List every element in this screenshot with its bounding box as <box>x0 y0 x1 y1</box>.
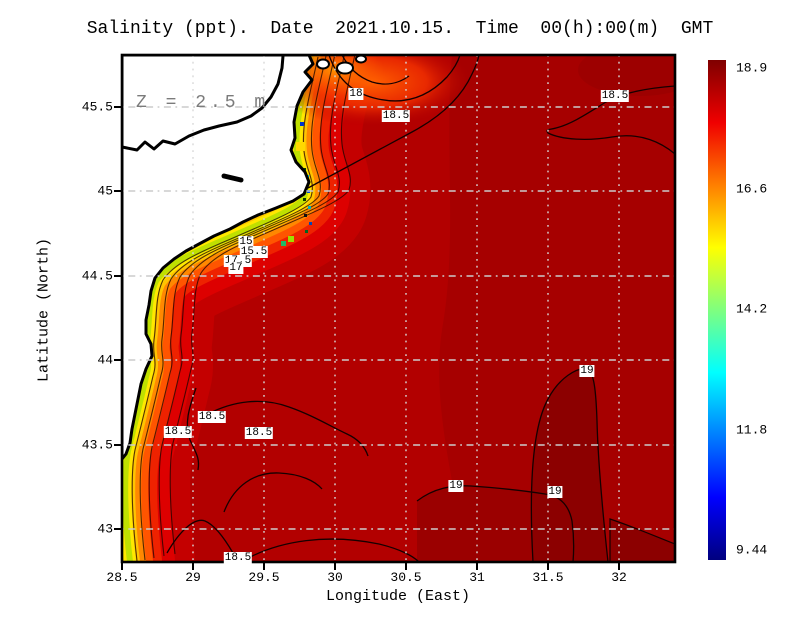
rivers <box>122 55 285 183</box>
x-axis-label: Longitude (East) <box>325 588 471 605</box>
contour-label: 17 <box>228 262 244 274</box>
plot-title: Salinity (ppt). Date 2021.10.15. Time 00… <box>86 19 714 39</box>
x-tick-label: 30.5 <box>390 570 422 585</box>
y-tick-label: 45 <box>97 183 113 199</box>
colorbar <box>708 60 726 560</box>
contour-label: 15 <box>238 236 254 248</box>
delta-islands <box>316 55 367 75</box>
plot-border <box>120 53 677 564</box>
contour-label: 18.5 <box>197 411 227 423</box>
y-axis-label: Latitude (North) <box>35 237 53 383</box>
colorbar-tick-label: 16.6 <box>736 181 768 196</box>
colorbar-tick-label: 18.9 <box>736 60 768 76</box>
contour-label: 18 <box>348 88 364 100</box>
contour-label: 19 <box>547 486 563 498</box>
x-tick-label: 32 <box>611 570 627 585</box>
contour-label: 19 <box>448 480 464 492</box>
x-tick-label: 31 <box>469 570 485 585</box>
y-tick-label: 43.5 <box>81 437 113 453</box>
sea-field <box>122 55 675 562</box>
colorbar-tick-label: 9.44 <box>736 542 768 558</box>
y-tick-label: 44.5 <box>81 268 113 284</box>
contour-label: 18.5 <box>163 426 193 438</box>
y-tick-label: 45.5 <box>81 99 113 115</box>
x-tick-label: 31.5 <box>532 570 564 585</box>
depth-annotation: Z = 2.5 m <box>136 93 270 113</box>
y-tick-label: 44 <box>97 352 113 368</box>
gridlines <box>122 55 675 562</box>
x-tick-label: 28.5 <box>106 570 138 585</box>
land-coastline <box>122 55 315 461</box>
contour-label: 18.5 <box>244 427 274 439</box>
contour-label: 18.5 <box>600 90 630 102</box>
x-tick-label: 29 <box>185 570 201 585</box>
contour-label: 18.5 <box>223 552 253 564</box>
colorbar-tick-label: 14.2 <box>736 301 768 317</box>
tick-marks <box>114 106 620 570</box>
colorbar-tick-label: 11.8 <box>736 422 768 437</box>
x-tick-label: 30 <box>327 570 343 585</box>
contour-label: 19 <box>579 365 595 377</box>
x-tick-label: 29.5 <box>248 570 280 585</box>
y-tick-label: 43 <box>97 521 113 537</box>
contour-label: 18.5 <box>381 110 411 122</box>
